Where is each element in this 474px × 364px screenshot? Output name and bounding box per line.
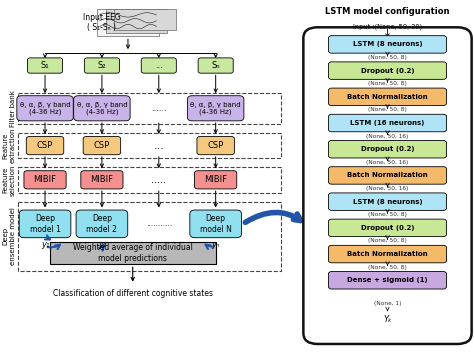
FancyBboxPatch shape	[328, 88, 447, 106]
FancyBboxPatch shape	[328, 245, 447, 263]
FancyBboxPatch shape	[19, 210, 71, 238]
Text: Batch Normalization: Batch Normalization	[347, 173, 428, 178]
Text: (None, 50, 8): (None, 50, 8)	[368, 107, 407, 112]
Bar	[114, 9, 176, 30]
Bar	[18, 167, 281, 193]
FancyBboxPatch shape	[328, 219, 447, 237]
Text: (None, 50, 8): (None, 50, 8)	[368, 212, 407, 217]
Bar	[18, 133, 281, 158]
Text: (None, 50, 16): (None, 50, 16)	[366, 186, 409, 191]
Text: Deep
model 2: Deep model 2	[86, 214, 118, 234]
Text: Deep
model N: Deep model N	[200, 214, 232, 234]
FancyBboxPatch shape	[328, 193, 447, 210]
FancyBboxPatch shape	[195, 171, 237, 189]
Text: MIBIF: MIBIF	[91, 175, 113, 184]
Text: MIBIF: MIBIF	[34, 175, 56, 184]
Text: LSTM model configuration: LSTM model configuration	[325, 7, 450, 16]
Text: (None, 50, 16): (None, 50, 16)	[366, 160, 409, 165]
Text: Sₙ: Sₙ	[211, 61, 220, 70]
FancyBboxPatch shape	[190, 210, 242, 238]
Text: Filter bank: Filter bank	[9, 90, 16, 127]
Text: Feature
extraction: Feature extraction	[3, 128, 16, 163]
Text: Dropout (0.2): Dropout (0.2)	[361, 225, 414, 231]
FancyBboxPatch shape	[328, 272, 447, 289]
FancyBboxPatch shape	[84, 58, 119, 73]
FancyBboxPatch shape	[198, 58, 233, 73]
Text: Dense + sigmoid (1): Dense + sigmoid (1)	[347, 277, 428, 283]
Text: S₁: S₁	[41, 61, 49, 70]
FancyBboxPatch shape	[328, 62, 447, 79]
Text: ...: ...	[155, 61, 163, 70]
Text: CSP: CSP	[37, 141, 53, 150]
Text: (None, 50, 8): (None, 50, 8)	[368, 238, 407, 244]
FancyBboxPatch shape	[50, 242, 216, 264]
Text: ...........: ...........	[146, 219, 172, 228]
Text: CSP: CSP	[94, 141, 110, 150]
Text: yₙ: yₙ	[211, 241, 220, 249]
Bar	[18, 202, 281, 271]
Text: LSTM (8 neurons): LSTM (8 neurons)	[353, 199, 422, 205]
Text: θ, α, β, γ band
(4-36 Hz): θ, α, β, γ band (4-36 Hz)	[191, 102, 241, 115]
FancyBboxPatch shape	[328, 114, 447, 132]
Bar	[18, 93, 281, 124]
Text: LSTM (16 neurons): LSTM (16 neurons)	[350, 120, 425, 126]
FancyBboxPatch shape	[76, 210, 128, 238]
FancyBboxPatch shape	[24, 171, 66, 189]
Text: (None, 1): (None, 1)	[374, 301, 401, 306]
FancyBboxPatch shape	[141, 58, 176, 73]
Bar	[106, 9, 167, 33]
FancyBboxPatch shape	[81, 171, 123, 189]
FancyBboxPatch shape	[197, 136, 234, 155]
Text: CSP: CSP	[208, 141, 224, 150]
FancyBboxPatch shape	[328, 141, 447, 158]
Text: Batch Normalization: Batch Normalization	[347, 94, 428, 100]
FancyBboxPatch shape	[26, 136, 64, 155]
Text: Deep
ensemble model: Deep ensemble model	[3, 207, 16, 265]
FancyBboxPatch shape	[73, 96, 130, 121]
Text: Input :(None, 50, 30): Input :(None, 50, 30)	[353, 24, 422, 30]
FancyBboxPatch shape	[27, 58, 63, 73]
Text: Dropout (0.2): Dropout (0.2)	[361, 146, 414, 152]
Text: (None, 50, 8): (None, 50, 8)	[368, 81, 407, 86]
Text: (None, 50, 8): (None, 50, 8)	[368, 55, 407, 60]
Text: (None, 50, 16): (None, 50, 16)	[366, 134, 409, 139]
FancyBboxPatch shape	[83, 136, 120, 155]
Text: Weighted average of individual
model predictions: Weighted average of individual model pre…	[73, 243, 192, 263]
Text: S₂: S₂	[98, 61, 106, 70]
Text: Classification of different cognitive states: Classification of different cognitive st…	[53, 289, 213, 297]
FancyBboxPatch shape	[328, 167, 447, 184]
Text: MIBIF: MIBIF	[204, 175, 227, 184]
Text: Batch Normalization: Batch Normalization	[347, 251, 428, 257]
Text: ......: ......	[151, 104, 167, 113]
Text: θ, α, β, γ band
(4-36 Hz): θ, α, β, γ band (4-36 Hz)	[20, 102, 70, 115]
Text: (None, 50, 8): (None, 50, 8)	[368, 265, 407, 270]
Text: θ, α, β, γ band
(4-36 Hz): θ, α, β, γ band (4-36 Hz)	[77, 102, 127, 115]
Text: Input EEG
( S₁-Sₙ ): Input EEG ( S₁-Sₙ )	[83, 13, 121, 32]
Text: Feature
selection: Feature selection	[3, 164, 16, 195]
Text: ...: ...	[154, 141, 164, 151]
Text: Yₖ: Yₖ	[383, 316, 392, 324]
Text: Dropout (0.2): Dropout (0.2)	[361, 68, 414, 74]
FancyBboxPatch shape	[17, 96, 73, 121]
FancyBboxPatch shape	[188, 96, 244, 121]
Text: y₂: y₂	[98, 241, 106, 249]
Text: Deep
model 1: Deep model 1	[29, 214, 61, 234]
Text: y₁: y₁	[41, 241, 49, 249]
Text: LSTM (8 neurons): LSTM (8 neurons)	[353, 41, 422, 47]
Text: .....: .....	[151, 175, 166, 185]
Bar	[97, 9, 159, 36]
FancyBboxPatch shape	[328, 36, 447, 53]
